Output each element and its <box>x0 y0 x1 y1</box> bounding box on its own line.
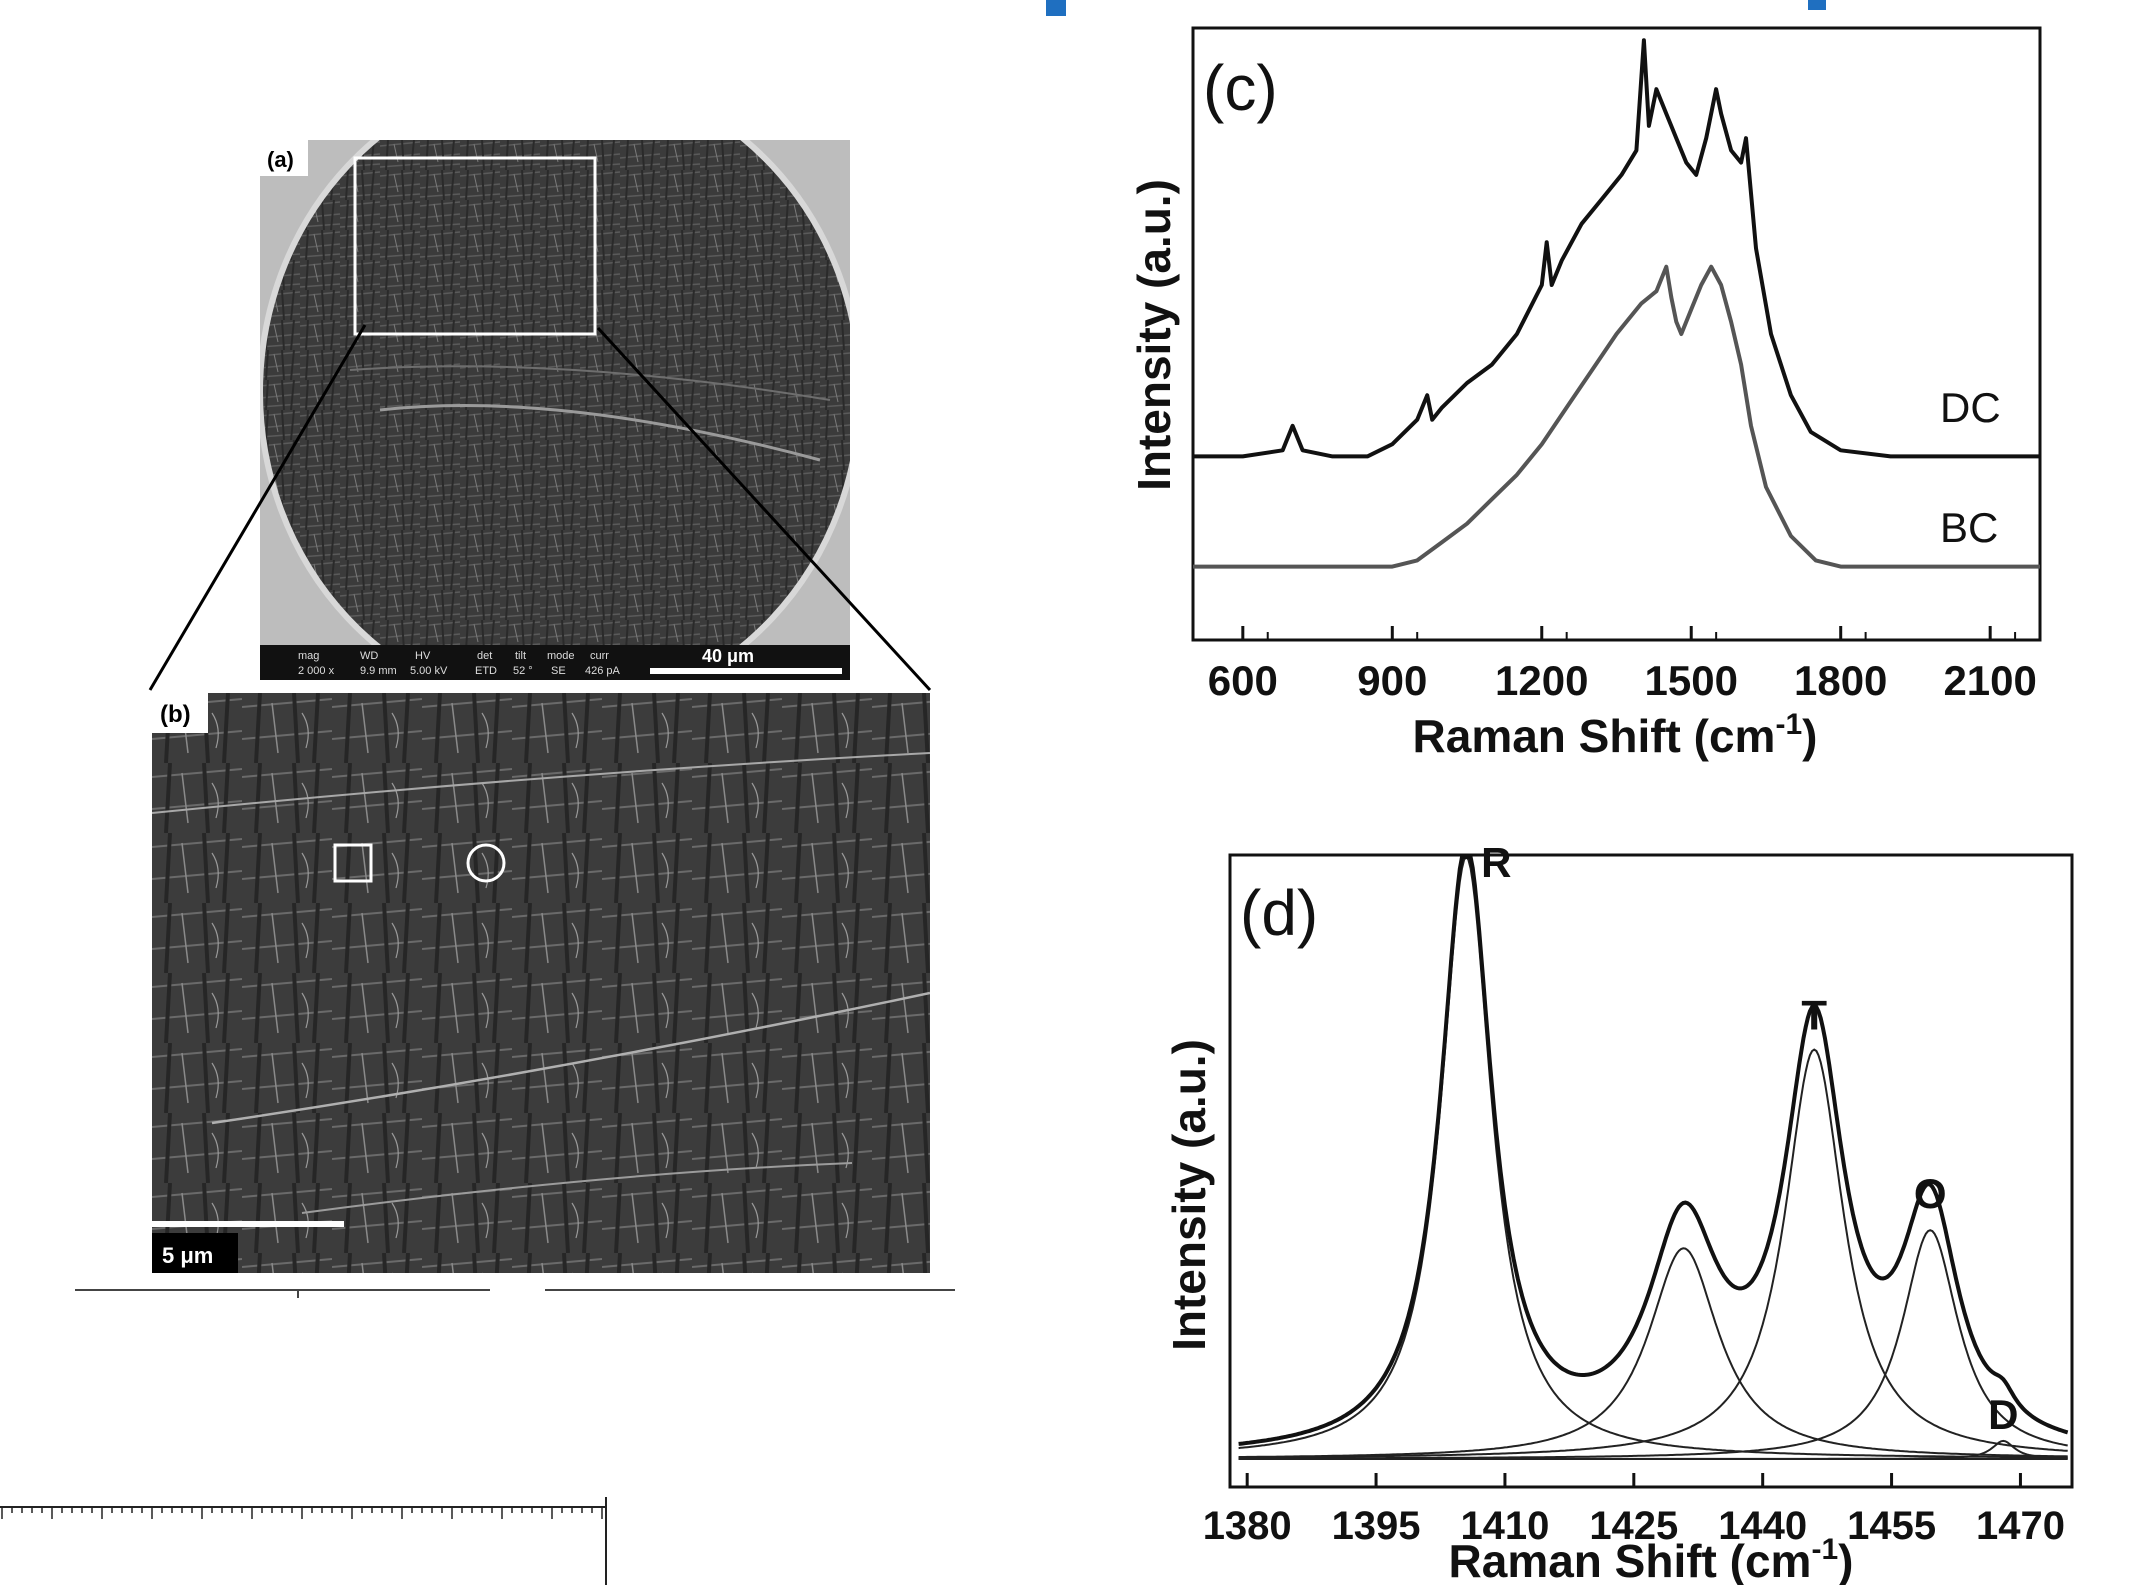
x-axis-label-text: Raman Shift (cm <box>1413 710 1776 762</box>
info-header: WD <box>360 650 378 662</box>
peak-label-d: D <box>1988 1391 2018 1438</box>
x-tick-label: 1500 <box>1645 657 1738 704</box>
info-value: 426 pA <box>585 665 621 677</box>
x-tick-label: 1470 <box>1976 1504 2065 1548</box>
x-tick-label: 1800 <box>1794 657 1887 704</box>
x-axis-label-end: ) <box>1802 710 1817 762</box>
sem-info-bar <box>260 645 850 680</box>
info-value: ETD <box>475 665 497 677</box>
x-tick-labels: 600 900 1200 1500 1800 2100 <box>1208 657 2037 704</box>
x-tick-label: 1425 <box>1589 1504 1678 1548</box>
x-tick-label: 900 <box>1357 657 1427 704</box>
sem-panel-b: (b) 5 μm <box>151 693 931 1273</box>
panel-b-tag: (b) <box>160 701 191 728</box>
series-lines <box>1193 38 2040 569</box>
sem-image-a: (a) mag 2 000 x WD 9.9 mm HV 5.00 kV det… <box>260 140 850 680</box>
info-value: 52 ° <box>513 665 533 677</box>
series-line-bc <box>1193 264 2040 569</box>
fit-component-2 <box>1238 1247 2068 1458</box>
x-tick-label: 1410 <box>1460 1504 1549 1548</box>
fit-envelope <box>1238 855 2069 1446</box>
series-label-bc: BC <box>1940 504 1998 551</box>
panel-label: (c) <box>1203 52 1278 124</box>
x-axis-label-sup: -1 <box>1811 1533 1838 1566</box>
circle-marker <box>466 843 506 883</box>
x-tick-label: 1380 <box>1203 1504 1292 1548</box>
x-tick-label: 600 <box>1208 657 1278 704</box>
sem-panel-a: (a) mag 2 000 x WD 9.9 mm HV 5.00 kV det… <box>260 140 850 680</box>
x-axis-label: Raman Shift (cm-1) <box>1449 1533 1854 1585</box>
peak-label-o: O <box>1914 1170 1947 1217</box>
panel-a-tag-bg <box>260 140 308 176</box>
panel-b-tag-bg <box>152 693 208 733</box>
scale-label-b-bg <box>152 1233 238 1273</box>
ruler-ticks <box>1 1507 603 1519</box>
connector-line-right <box>596 326 932 692</box>
connector-line-left <box>148 324 367 691</box>
plot-frame <box>1191 26 2042 642</box>
x-axis-label: Raman Shift (cm-1) <box>1413 708 1818 762</box>
fit-component-4 <box>1238 1229 2068 1460</box>
scale-label-a: 40 μm <box>702 646 754 666</box>
info-value: 5.00 kV <box>410 665 448 677</box>
x-axis-label-end: ) <box>1838 1535 1853 1585</box>
info-value: 2 000 x <box>298 665 335 677</box>
header-fragment-right <box>1808 0 1826 10</box>
scale-label-b: 5 μm <box>162 1243 213 1268</box>
header-fragment-left <box>1046 0 1066 16</box>
info-header: mode <box>547 650 575 662</box>
info-header: HV <box>415 650 431 662</box>
ruler-fragment <box>0 1497 607 1585</box>
x-tick-label: 1455 <box>1847 1504 1936 1548</box>
x-tick-label: 2100 <box>1943 657 2036 704</box>
series-label-dc: DC <box>1940 384 2001 431</box>
peak-labels: R T O D <box>1481 839 2018 1438</box>
plot-frame <box>1228 853 2074 1489</box>
panel-a-tag: (a) <box>267 147 294 172</box>
series-line-dc <box>1193 38 2040 459</box>
y-axis-label: Intensity (a.u.) <box>1128 179 1180 491</box>
scale-bar-a <box>650 668 842 674</box>
x-ticks <box>1241 626 2017 640</box>
scale-bar-b <box>152 1221 344 1227</box>
fit-component-1 <box>1238 855 2068 1459</box>
x-tick-labels: 1380 1395 1410 1425 1440 1455 1470 <box>1203 1504 2065 1548</box>
x-tick-label: 1395 <box>1332 1504 1421 1548</box>
panel-label: (d) <box>1240 877 1318 949</box>
info-value: 9.9 mm <box>360 665 397 677</box>
info-value: SE <box>551 665 566 677</box>
sem-info-fields: mag 2 000 x WD 9.9 mm HV 5.00 kV det ETD… <box>298 650 621 677</box>
x-tick-label: 1200 <box>1495 657 1588 704</box>
sem-image-b: (b) 5 μm <box>151 693 931 1273</box>
info-header: mag <box>298 650 319 662</box>
info-header: tilt <box>515 650 526 662</box>
peak-label-t: T <box>1801 992 1827 1039</box>
peak-label-r: R <box>1481 839 1511 886</box>
x-axis-label-sup: -1 <box>1775 708 1802 741</box>
zoom-region-box <box>353 156 597 336</box>
info-header: det <box>477 650 492 662</box>
raman-chart-c: (c) 600 900 1200 1500 1800 2100 DC BC Intensi… <box>1128 26 2042 762</box>
y-axis-label: Intensity (a.u.) <box>1163 1039 1215 1351</box>
square-marker <box>333 843 373 883</box>
fit-component-3 <box>1238 1048 2068 1459</box>
info-header: curr <box>590 650 609 662</box>
fit-curves <box>1238 855 2069 1460</box>
x-tick-label: 1440 <box>1718 1504 1807 1548</box>
raman-chart-d: (d) 1380 1395 1410 1425 1440 1455 1470 R T O D In… <box>1163 839 2074 1585</box>
x-axis-label-text: Raman Shift (cm <box>1449 1535 1812 1585</box>
x-ticks <box>1245 1473 2022 1487</box>
